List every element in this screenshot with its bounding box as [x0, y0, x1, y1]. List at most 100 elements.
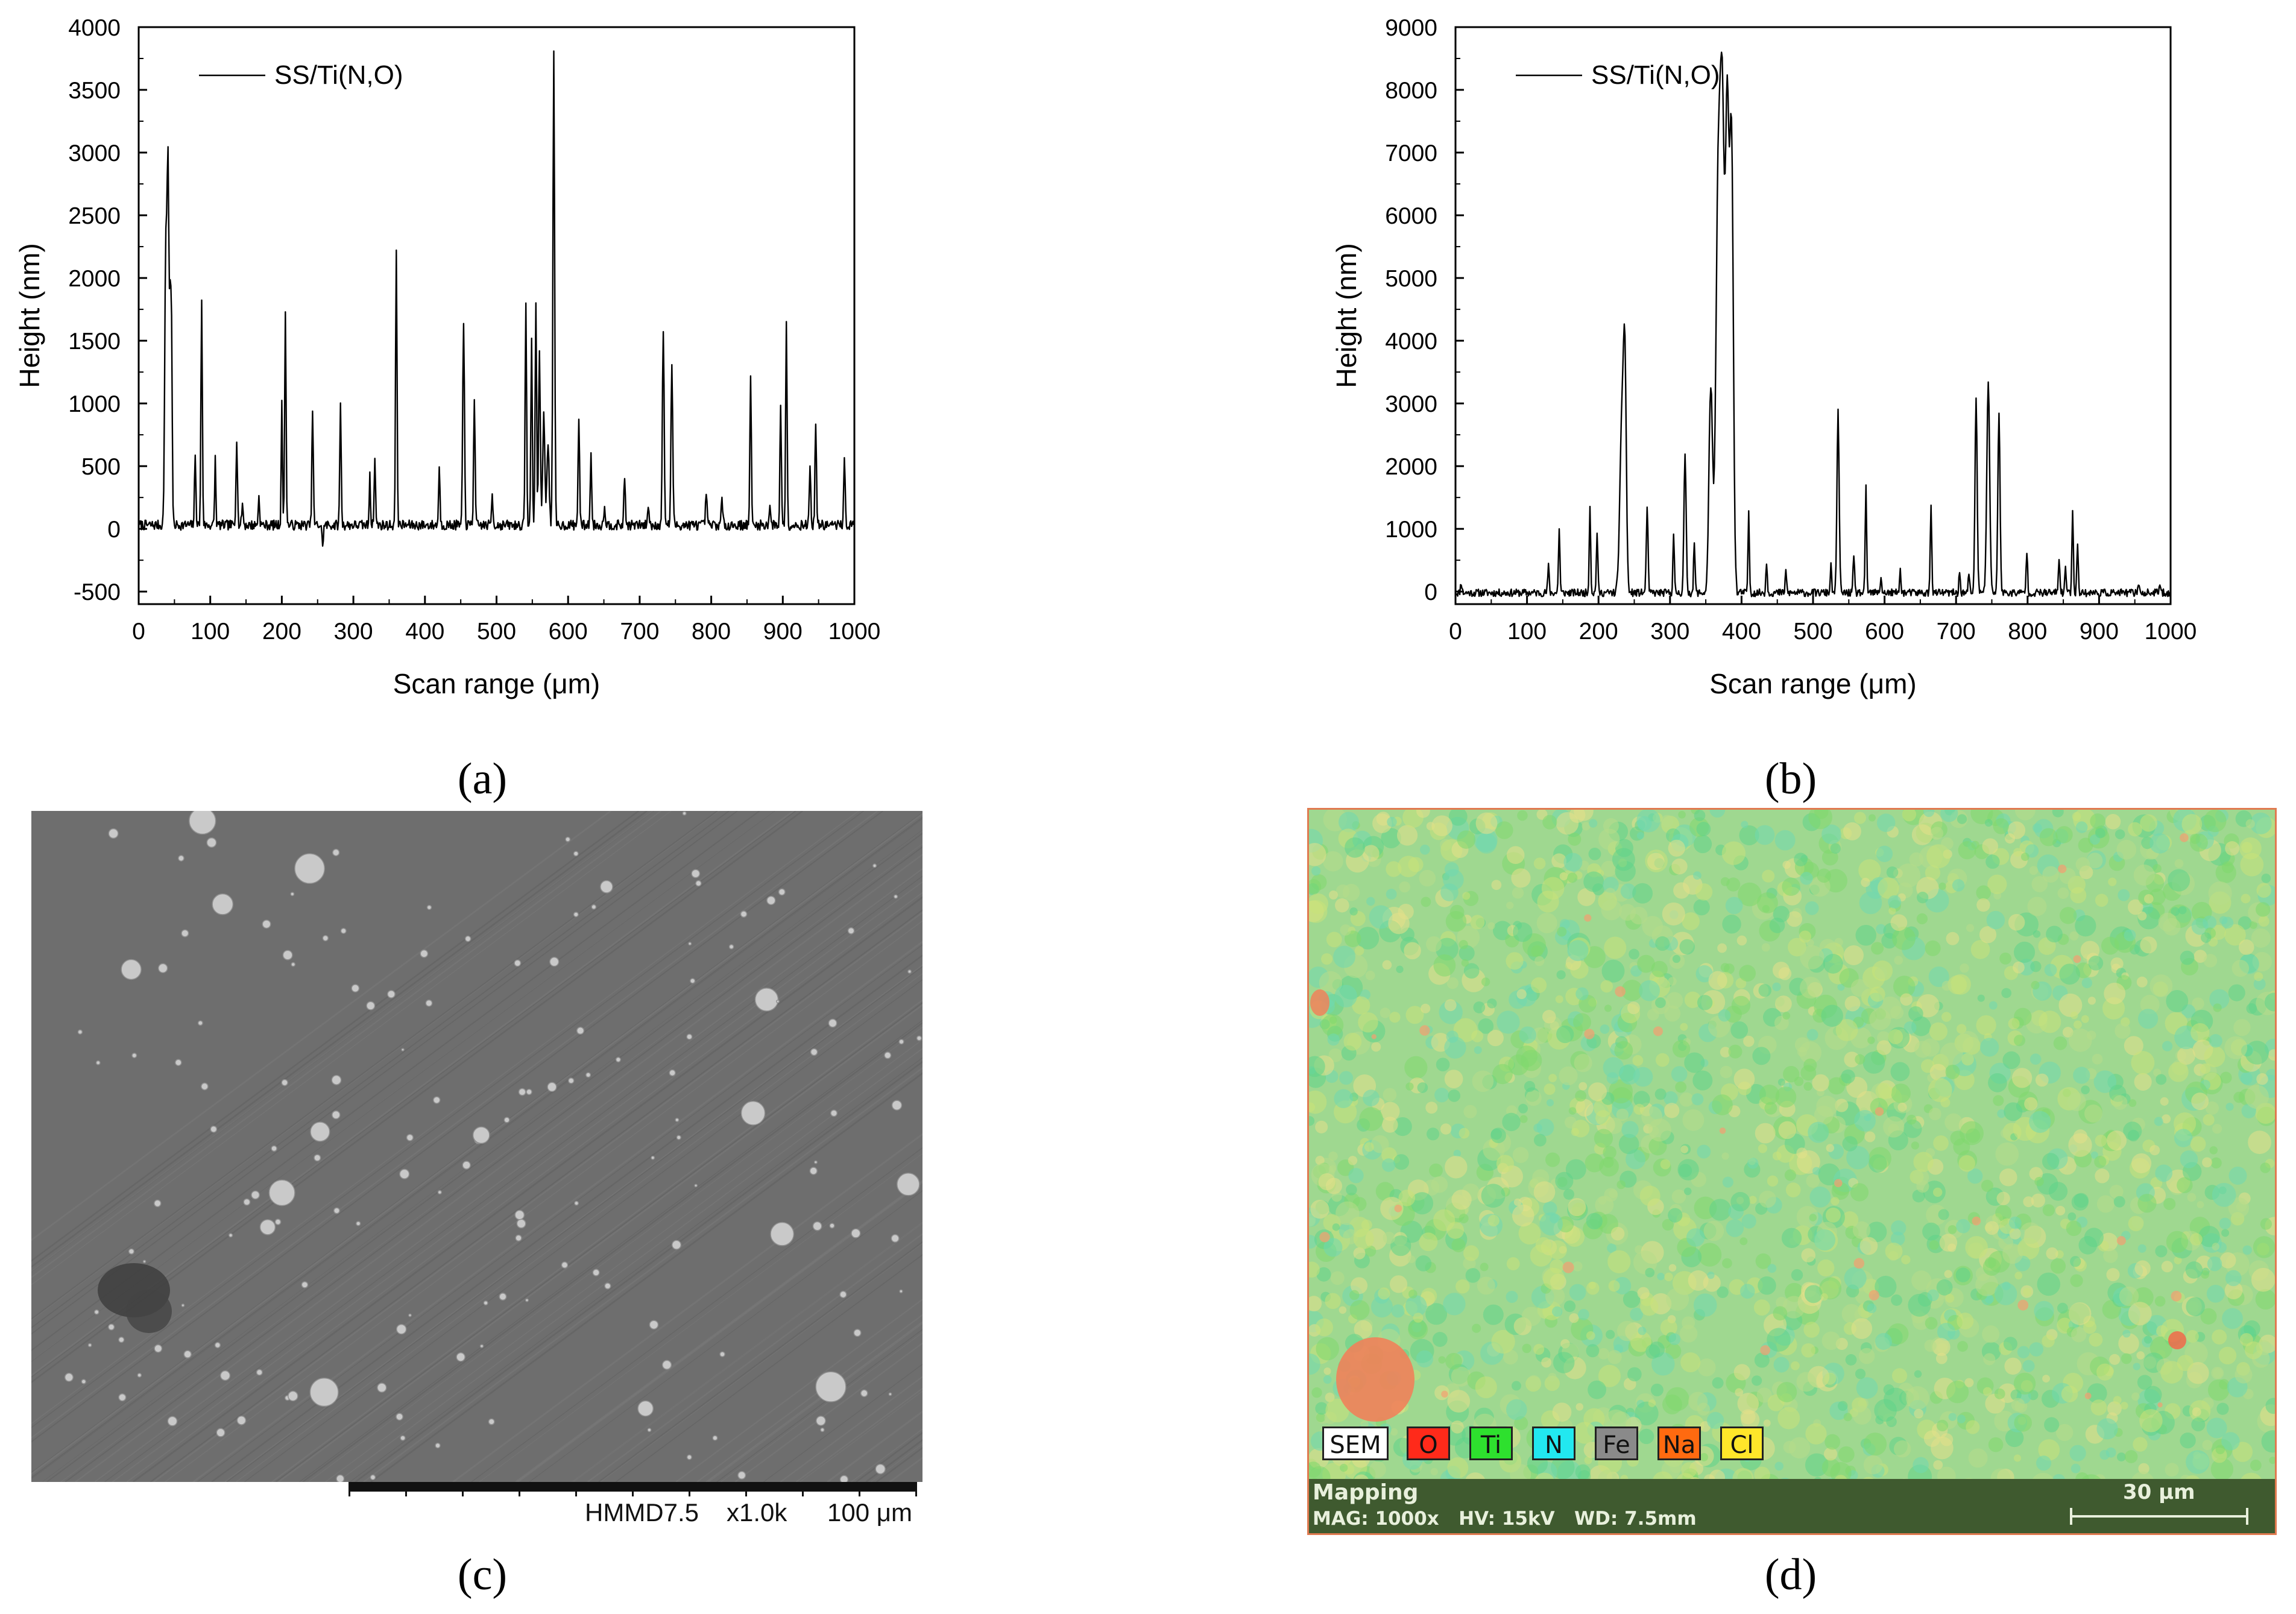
- map-pixel: [1654, 1088, 1667, 1100]
- map-pixel: [2074, 1020, 2082, 1029]
- map-pixel: [1396, 965, 1404, 973]
- particle: [282, 950, 293, 960]
- map-pixel: [2260, 1218, 2272, 1230]
- scratch: [236, 972, 922, 1482]
- map-pixel: [2088, 955, 2104, 971]
- particle: [688, 942, 692, 946]
- map-pixel: [2092, 1053, 2103, 1065]
- map-pixel: [1776, 1296, 1788, 1309]
- map-pixel: [1796, 1372, 1817, 1392]
- map-pixel: [1465, 1268, 1481, 1283]
- particle: [121, 959, 142, 980]
- x-tick-label: 400: [405, 619, 444, 645]
- map-pixel: [1328, 1151, 1338, 1161]
- map-pixel: [1601, 959, 1625, 983]
- map-pixel: [2210, 1458, 2234, 1481]
- map-pixel: [1521, 1307, 1542, 1326]
- map-pixel: [1722, 1258, 1732, 1269]
- map-pixel: [1876, 1040, 1891, 1055]
- map-pixel: [1928, 1078, 1952, 1102]
- map-pixel: [1483, 1304, 1504, 1325]
- particle: [675, 1118, 680, 1123]
- map-pixel: [1577, 888, 1596, 906]
- map-pixel: [2013, 941, 2036, 963]
- particle: [695, 880, 702, 887]
- map-pixel: [1966, 924, 1975, 932]
- map-pixel: [1387, 816, 1397, 827]
- map-pixel: [2029, 1111, 2051, 1133]
- map-pixel: [2057, 887, 2069, 899]
- particle: [456, 1352, 465, 1362]
- map-pixel: [1553, 1352, 1575, 1373]
- map-pixel: [1360, 1420, 1369, 1429]
- eds-footer-meta: MAG: 1000x HV: 15kV WD: 7.5mm: [1313, 1508, 1697, 1530]
- map-pixel: [1518, 1103, 1528, 1114]
- map-pixel: [1982, 1325, 2000, 1343]
- series-line: [137, 50, 856, 547]
- particle: [212, 893, 234, 915]
- map-pixel: [1874, 1399, 1897, 1422]
- map-pixel: [1684, 991, 1702, 1009]
- map-pixel: [1508, 1054, 1529, 1076]
- map-pixel: [1875, 966, 1888, 980]
- map-pixel: [1782, 1296, 1805, 1319]
- particle: [637, 1400, 654, 1417]
- map-pixel: [1891, 1294, 1902, 1306]
- map-pixel: [1512, 887, 1524, 899]
- particle: [565, 836, 571, 842]
- map-pixel: [2192, 997, 2204, 1010]
- map-pixel: [1703, 1220, 1724, 1241]
- map-pixel: [1309, 1353, 1320, 1375]
- map-pixel: [1567, 940, 1589, 962]
- map-pixel: [1747, 1158, 1759, 1169]
- particle: [214, 1341, 221, 1349]
- map-pixel: [1440, 1123, 1452, 1135]
- map-pixel: [2022, 1360, 2035, 1372]
- particle: [408, 1313, 412, 1317]
- map-pixel: [1416, 810, 1430, 818]
- scale-tick: [519, 1482, 520, 1496]
- map-pixel: [1358, 1012, 1378, 1033]
- map-pixel: [1572, 1261, 1583, 1272]
- particle: [256, 1369, 263, 1376]
- particle: [573, 912, 579, 918]
- map-pixel: [1382, 1117, 1398, 1133]
- map-pixel: [1356, 927, 1380, 950]
- map-pixel: [1752, 1047, 1771, 1065]
- map-pixel: [1472, 1070, 1494, 1092]
- map-pixel: [1607, 1250, 1631, 1273]
- scale-tick: [745, 1482, 747, 1496]
- map-pixel: [1950, 974, 1971, 995]
- map-pixel: [2042, 866, 2059, 883]
- map-pixel: [1843, 1413, 1852, 1422]
- map-pixel: [2118, 889, 2130, 901]
- map-pixel: [1999, 1168, 2017, 1187]
- x-tick-label: 400: [1722, 619, 1761, 645]
- map-pixel: [1844, 995, 1861, 1012]
- legend-label: SS/Ti(N,O): [1591, 60, 1720, 90]
- map-pixel: [1323, 1375, 1332, 1384]
- map-pixel: [1574, 1422, 1596, 1444]
- map-pixel: [1475, 812, 1498, 834]
- x-tick-label: 700: [1937, 619, 1976, 645]
- map-pixel: [1603, 1057, 1624, 1078]
- map-pixel: [2246, 1003, 2257, 1014]
- map-pixel: [2011, 1068, 2033, 1088]
- map-pixel: [1800, 872, 1813, 885]
- map-pixel: [2133, 1437, 2148, 1452]
- map-pixel: [1575, 987, 1589, 1000]
- map-pixel: [1434, 1088, 1449, 1103]
- map-pixel: [1490, 1127, 1506, 1144]
- map-pixel: [2212, 1329, 2227, 1344]
- map-pixel: [1824, 1372, 1837, 1385]
- map-pixel: [1512, 1381, 1521, 1391]
- map-pixel: [1925, 865, 1941, 881]
- scratch: [370, 1072, 922, 1482]
- map-pixel: [2203, 1114, 2215, 1126]
- scratch: [696, 1314, 922, 1482]
- map-pixel: [1421, 1003, 1431, 1013]
- map-pixel: [1364, 1245, 1377, 1257]
- particle: [314, 1154, 321, 1162]
- particle: [464, 935, 472, 942]
- map-pixel: [2177, 1046, 2196, 1065]
